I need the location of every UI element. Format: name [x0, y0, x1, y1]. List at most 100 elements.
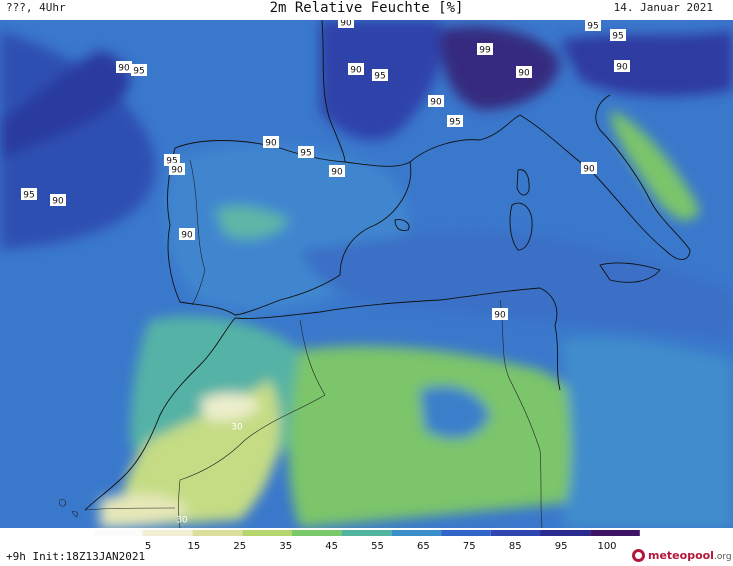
legend-tick-label: 5	[145, 541, 151, 550]
isoline-label-text: 90	[52, 197, 64, 207]
portugal-spain-border	[189, 159, 206, 306]
legend-tick-label: 85	[509, 541, 522, 550]
mediterranean-field	[300, 231, 733, 340]
morocco-atlantic	[84, 317, 236, 511]
sahara-pale	[200, 393, 260, 422]
isoline-label-text: 90	[265, 139, 277, 149]
model-run-label: +9h Init:18Z13JAN2021	[6, 550, 146, 563]
legend-tick-label: 95	[555, 541, 568, 550]
isoline-label-text: 95	[612, 32, 623, 42]
humidity-field	[0, 20, 733, 528]
isoline-label-text: 90	[350, 66, 362, 76]
forecast-time-label: ???, 4Uhr	[6, 1, 66, 14]
isoline-label: 90	[428, 95, 444, 108]
legend-swatch	[93, 530, 143, 536]
isoline-label-text: 90	[181, 231, 193, 241]
isoline-label: 30	[176, 516, 188, 526]
algeria-blue-pocket	[420, 386, 490, 439]
legend-swatch	[291, 530, 342, 536]
legend-swatch	[540, 530, 591, 536]
brand-name: meteopool	[648, 549, 714, 562]
corsica	[516, 169, 530, 196]
legend-swatch	[242, 530, 292, 536]
map-header: ???, 4Uhr 2m Relative Feuchte [%] 14. Ja…	[0, 0, 733, 20]
isoline-label-text: 90	[331, 168, 343, 178]
morocco-algeria-border	[178, 319, 326, 528]
map-footer: 5 15 25 35 45 55 65 75 85 95 100	[0, 528, 733, 566]
france-med-coast	[409, 114, 521, 163]
logo-icon	[632, 549, 645, 562]
legend-swatch	[441, 530, 491, 536]
isoline-label-text: 30	[176, 516, 188, 526]
isoline-label-text: 90	[118, 64, 130, 74]
isoline-label: 95	[298, 146, 314, 159]
isoline-label-text: 90	[616, 63, 628, 73]
iberia-teal	[215, 205, 290, 240]
alps-east	[560, 30, 733, 97]
france-coast	[321, 20, 346, 163]
sicily	[599, 262, 661, 283]
legend-swatches	[93, 530, 640, 536]
isoline-label: 95	[21, 188, 37, 201]
isoline-label: 95	[372, 69, 388, 82]
isoline-label: 90	[50, 194, 66, 207]
isoline-label: 95	[610, 29, 626, 42]
legend-swatch	[192, 530, 243, 536]
isoline-label: 90	[348, 63, 364, 76]
isoline-label-text: 95	[374, 72, 385, 82]
africa-coast	[234, 287, 561, 391]
atlantic-dark-core	[0, 50, 131, 160]
isoline-label: 95	[131, 64, 147, 77]
isoline-label: 90	[179, 228, 195, 241]
brand-logo: meteopool.org	[632, 548, 733, 564]
borders	[58, 159, 543, 528]
isoline-label-text: 90	[583, 165, 595, 175]
humidity-map: 90 95 90 95 99 90 95 90 95 90 95 90 90 9…	[0, 20, 733, 528]
isoline-label: 95	[585, 20, 601, 32]
adriatic-green	[610, 110, 700, 221]
legend-tick-label: 75	[463, 541, 476, 550]
isoline-label-text: 95	[587, 22, 598, 32]
forecast-date-label: 14. Januar 2021	[613, 1, 713, 14]
western-sahara-border	[84, 507, 176, 511]
isoline-label-text: 95	[23, 191, 34, 201]
legend-swatch	[590, 530, 640, 536]
isoline-label-text: 95	[449, 118, 460, 128]
legend-swatch	[391, 530, 442, 536]
map-title: 2m Relative Feuchte [%]	[269, 0, 464, 16]
atlantic-humid-band	[0, 30, 156, 250]
algeria-tunisia-border	[499, 299, 543, 528]
isoline-label: 99	[477, 43, 493, 56]
balearics	[394, 219, 410, 231]
west-sahara-pale	[100, 493, 190, 528]
isoline-label: 90	[116, 61, 132, 74]
isoline-label: 30	[231, 423, 243, 433]
legend-swatch	[142, 530, 193, 536]
legend-tick-label: 55	[371, 541, 384, 550]
isoline-label: 90	[516, 66, 532, 79]
isoline-label-text: 90	[518, 69, 530, 79]
brand-text: meteopool.org	[648, 549, 732, 562]
isoline-label-text: 95	[166, 157, 177, 167]
isoline-label: 90	[329, 165, 345, 178]
legend-tick-label: 100	[597, 541, 616, 550]
isoline-label-text: 95	[300, 149, 311, 159]
color-legend: 5 15 25 35 45 55 65 75 85 95 100	[93, 530, 640, 550]
legend-tick-label: 25	[233, 541, 246, 550]
legend-tick-label: 45	[325, 541, 338, 550]
legend-swatch	[341, 530, 392, 536]
isoline-label: 90	[492, 308, 508, 321]
isoline-label-text: 90	[171, 166, 183, 176]
isoline-label: 90	[338, 20, 354, 29]
legend-tick-label: 65	[417, 541, 430, 550]
isoline-label: 90	[169, 163, 185, 176]
brand-suffix: .org	[713, 552, 732, 562]
legend-ticks: 5 15 25 35 45 55 65 75 85 95 100	[145, 541, 617, 550]
sardinia	[509, 202, 533, 251]
canary-islands	[58, 499, 78, 518]
alps-core	[440, 26, 560, 110]
isoline-label-text: 99	[479, 46, 491, 56]
isoline-label: 90	[263, 136, 279, 149]
isoline-label: 95	[447, 115, 463, 128]
isoline-label: 90	[581, 162, 597, 175]
